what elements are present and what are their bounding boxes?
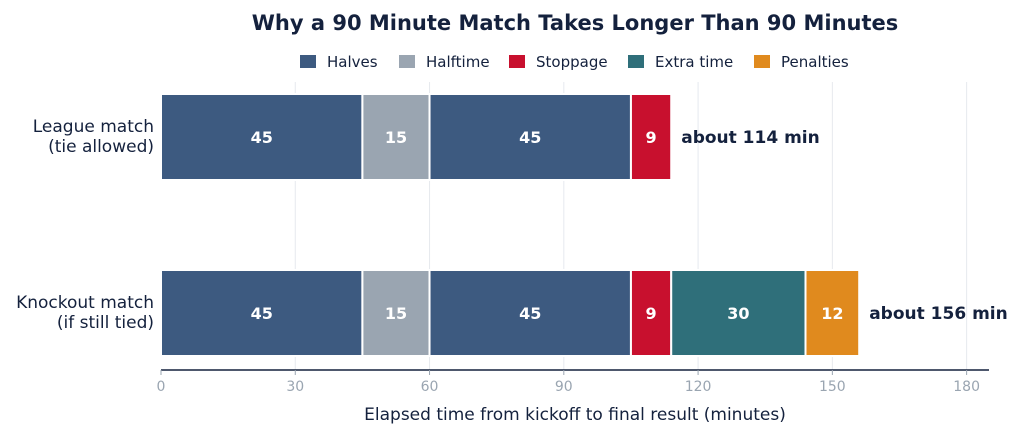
legend-swatch-stoppage — [509, 55, 525, 68]
bar-segment-halves — [428, 269, 632, 357]
category-label: Knockout match — [16, 293, 154, 313]
bar-segment-penalties — [804, 269, 861, 357]
bar-segment-stoppage — [629, 269, 673, 357]
legend-swatch-halftime — [399, 55, 415, 68]
x-tick-label: 60 — [421, 379, 439, 395]
bar-segment-halves — [160, 93, 364, 181]
legend-label: Stoppage — [536, 53, 608, 71]
segment-value-label: 9 — [646, 304, 657, 323]
category-label: (if still tied) — [57, 313, 154, 333]
legend-swatch-halves — [300, 55, 316, 68]
segment-value-label: 9 — [646, 128, 657, 147]
x-tick-label: 30 — [286, 379, 304, 395]
y-axis-labels: League match(tie allowed) Knockout match(… — [16, 117, 154, 333]
legend: Halves Halftime Stoppage Extra time Penaltie… — [300, 53, 849, 71]
category-label: (tie allowed) — [48, 137, 154, 157]
x-tick-label: 90 — [555, 379, 573, 395]
x-axis-label: Elapsed time from kickoff to final resul… — [364, 405, 786, 425]
segment-value-label: 45 — [251, 304, 273, 323]
segment-value-label: 45 — [251, 128, 273, 147]
legend-swatch-extra-time — [628, 55, 644, 68]
segment-value-label: 15 — [385, 128, 407, 147]
x-tick-label: 180 — [953, 379, 980, 395]
category-label: League match — [33, 117, 154, 137]
legend-label: Halftime — [426, 53, 490, 71]
x-tick-label: 120 — [685, 379, 712, 395]
segment-value-label: 12 — [821, 304, 843, 323]
bar-segment-stoppage — [629, 93, 673, 181]
x-axis: 0 30 60 90 120 150 180 — [157, 369, 989, 395]
legend-label: Penalties — [781, 53, 849, 71]
segment-value-label: 15 — [385, 304, 407, 323]
legend-label: Halves — [327, 53, 378, 71]
bar-segment-halves — [160, 269, 364, 357]
bar-segment-halftime — [361, 269, 431, 357]
legend-label: Extra time — [655, 53, 733, 71]
legend-swatch-penalties — [754, 55, 770, 68]
x-tick-label: 150 — [819, 379, 846, 395]
chart-title: Why a 90 Minute Match Takes Longer Than … — [252, 11, 899, 35]
segment-value-label: 45 — [519, 128, 541, 147]
total-label: about 114 min — [681, 128, 820, 148]
x-tick-label: 0 — [157, 379, 166, 395]
segment-value-label: 30 — [727, 304, 749, 323]
bar-segment-extra-time — [670, 269, 807, 357]
bars: 45 15 45 9 about 114 min 45 15 45 9 30 12 about 156… — [160, 93, 1008, 357]
total-label: about 156 min — [869, 304, 1008, 324]
segment-value-label: 45 — [519, 304, 541, 323]
